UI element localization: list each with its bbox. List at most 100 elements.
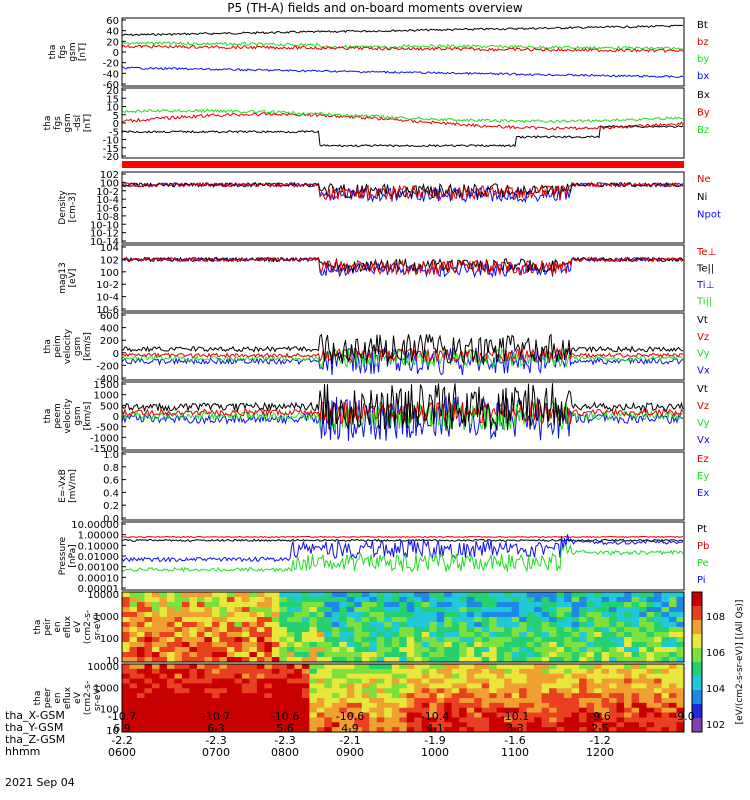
peer-cell <box>549 693 558 699</box>
peer-cell <box>444 673 453 680</box>
peem-tick-2: 500 <box>100 401 119 412</box>
peir-cell <box>571 632 580 638</box>
peer-cell <box>369 702 378 709</box>
peer-cell <box>399 698 408 704</box>
peem-ylabel-2: velocity <box>63 398 73 434</box>
peir-cell <box>129 637 138 643</box>
peir-cell <box>406 647 415 653</box>
peir-cell <box>136 612 145 618</box>
peir-cell <box>181 607 190 613</box>
peer-cell <box>219 678 228 684</box>
peer-cell <box>189 712 198 718</box>
peer-cell <box>654 707 663 714</box>
peer-cell <box>511 664 520 670</box>
peir-cell <box>234 617 243 623</box>
peer-cell <box>354 683 363 689</box>
peir-cell <box>624 632 633 638</box>
peir-cell <box>504 627 513 633</box>
peer-cell <box>399 717 408 723</box>
peer-cell <box>384 702 393 709</box>
peir-cell <box>436 642 445 648</box>
peer-cell <box>571 698 580 704</box>
colorbar-segment <box>692 676 702 691</box>
peer-cell <box>249 693 258 699</box>
peir-cell <box>654 617 663 623</box>
peer-cell <box>279 688 288 694</box>
peer-cell <box>436 688 445 694</box>
peir-cell <box>144 602 153 608</box>
peer-cell <box>286 722 295 728</box>
peer-cell <box>346 673 355 680</box>
peir-cell <box>234 597 243 603</box>
peir-cell <box>466 592 475 598</box>
peer-cell <box>556 707 565 714</box>
peer-cell <box>646 727 655 733</box>
peir-cell <box>376 607 385 613</box>
peir-cell <box>661 592 670 598</box>
peer-cell <box>309 693 318 699</box>
peer-cell <box>594 678 603 684</box>
peir-cell <box>204 642 213 648</box>
peir-cell <box>646 617 655 623</box>
peir-cell <box>122 642 130 648</box>
peer-cell <box>519 702 528 709</box>
peir-cell <box>271 647 280 653</box>
peir-cell <box>279 612 288 618</box>
peer-cell <box>594 717 603 723</box>
peir-cell <box>511 627 520 633</box>
peir-cell <box>189 617 198 623</box>
peir-cell <box>376 597 385 603</box>
pressure-tick-1: 1.00000 <box>78 531 119 542</box>
peir-cell <box>579 612 588 618</box>
peir-cell <box>534 652 543 658</box>
peer-cell <box>286 673 295 680</box>
peir-cell <box>331 627 340 633</box>
peer-cell <box>496 698 505 704</box>
peir-cell <box>384 627 393 633</box>
peir-cell <box>526 657 535 663</box>
peir-cell <box>174 612 183 618</box>
peir-cell <box>654 642 663 648</box>
peir-cell <box>429 637 438 643</box>
peir-cell <box>504 657 513 663</box>
peer-cell <box>519 717 528 723</box>
peir-cell <box>496 627 505 633</box>
peer-cell <box>654 664 663 670</box>
peer-cell <box>234 693 243 699</box>
peer-cell <box>631 712 640 718</box>
efield-ylabel-0: E=-VxB <box>58 469 68 503</box>
peem-legend-Vt: Vt <box>697 384 708 395</box>
peir-cell <box>466 632 475 638</box>
peir-cell <box>601 642 610 648</box>
peer-cell <box>564 727 573 733</box>
peir-cell <box>346 642 355 648</box>
peir-cell <box>354 622 363 628</box>
peer-cell <box>129 717 138 723</box>
peir-cell <box>444 602 453 608</box>
peir-cell <box>301 627 310 633</box>
fgs_dsl-tick-7: -15 <box>103 144 119 155</box>
peir-cell <box>496 592 505 598</box>
peir-cell <box>204 632 213 638</box>
peer-cell <box>369 722 378 728</box>
peer-cell <box>331 683 340 689</box>
peir-cell <box>399 627 408 633</box>
peir-cell <box>631 612 640 618</box>
peir-cell <box>406 632 415 638</box>
peer-cell <box>264 712 273 718</box>
peer-cell <box>616 698 625 704</box>
peer-cell <box>256 712 265 718</box>
peer-cell <box>376 664 385 670</box>
peer-cell <box>436 673 445 680</box>
peir-cell <box>136 637 145 643</box>
peer-cell <box>624 673 633 680</box>
peem-ylabel-4: [km/s] <box>83 402 93 431</box>
peer-cell <box>204 712 213 718</box>
peer-cell <box>339 664 348 670</box>
peer-cell <box>249 698 258 704</box>
peir-cell <box>189 612 198 618</box>
peir-cell <box>219 647 228 653</box>
peer-cell <box>631 678 640 684</box>
peer-cell <box>166 673 175 680</box>
peir-cell <box>174 657 183 663</box>
